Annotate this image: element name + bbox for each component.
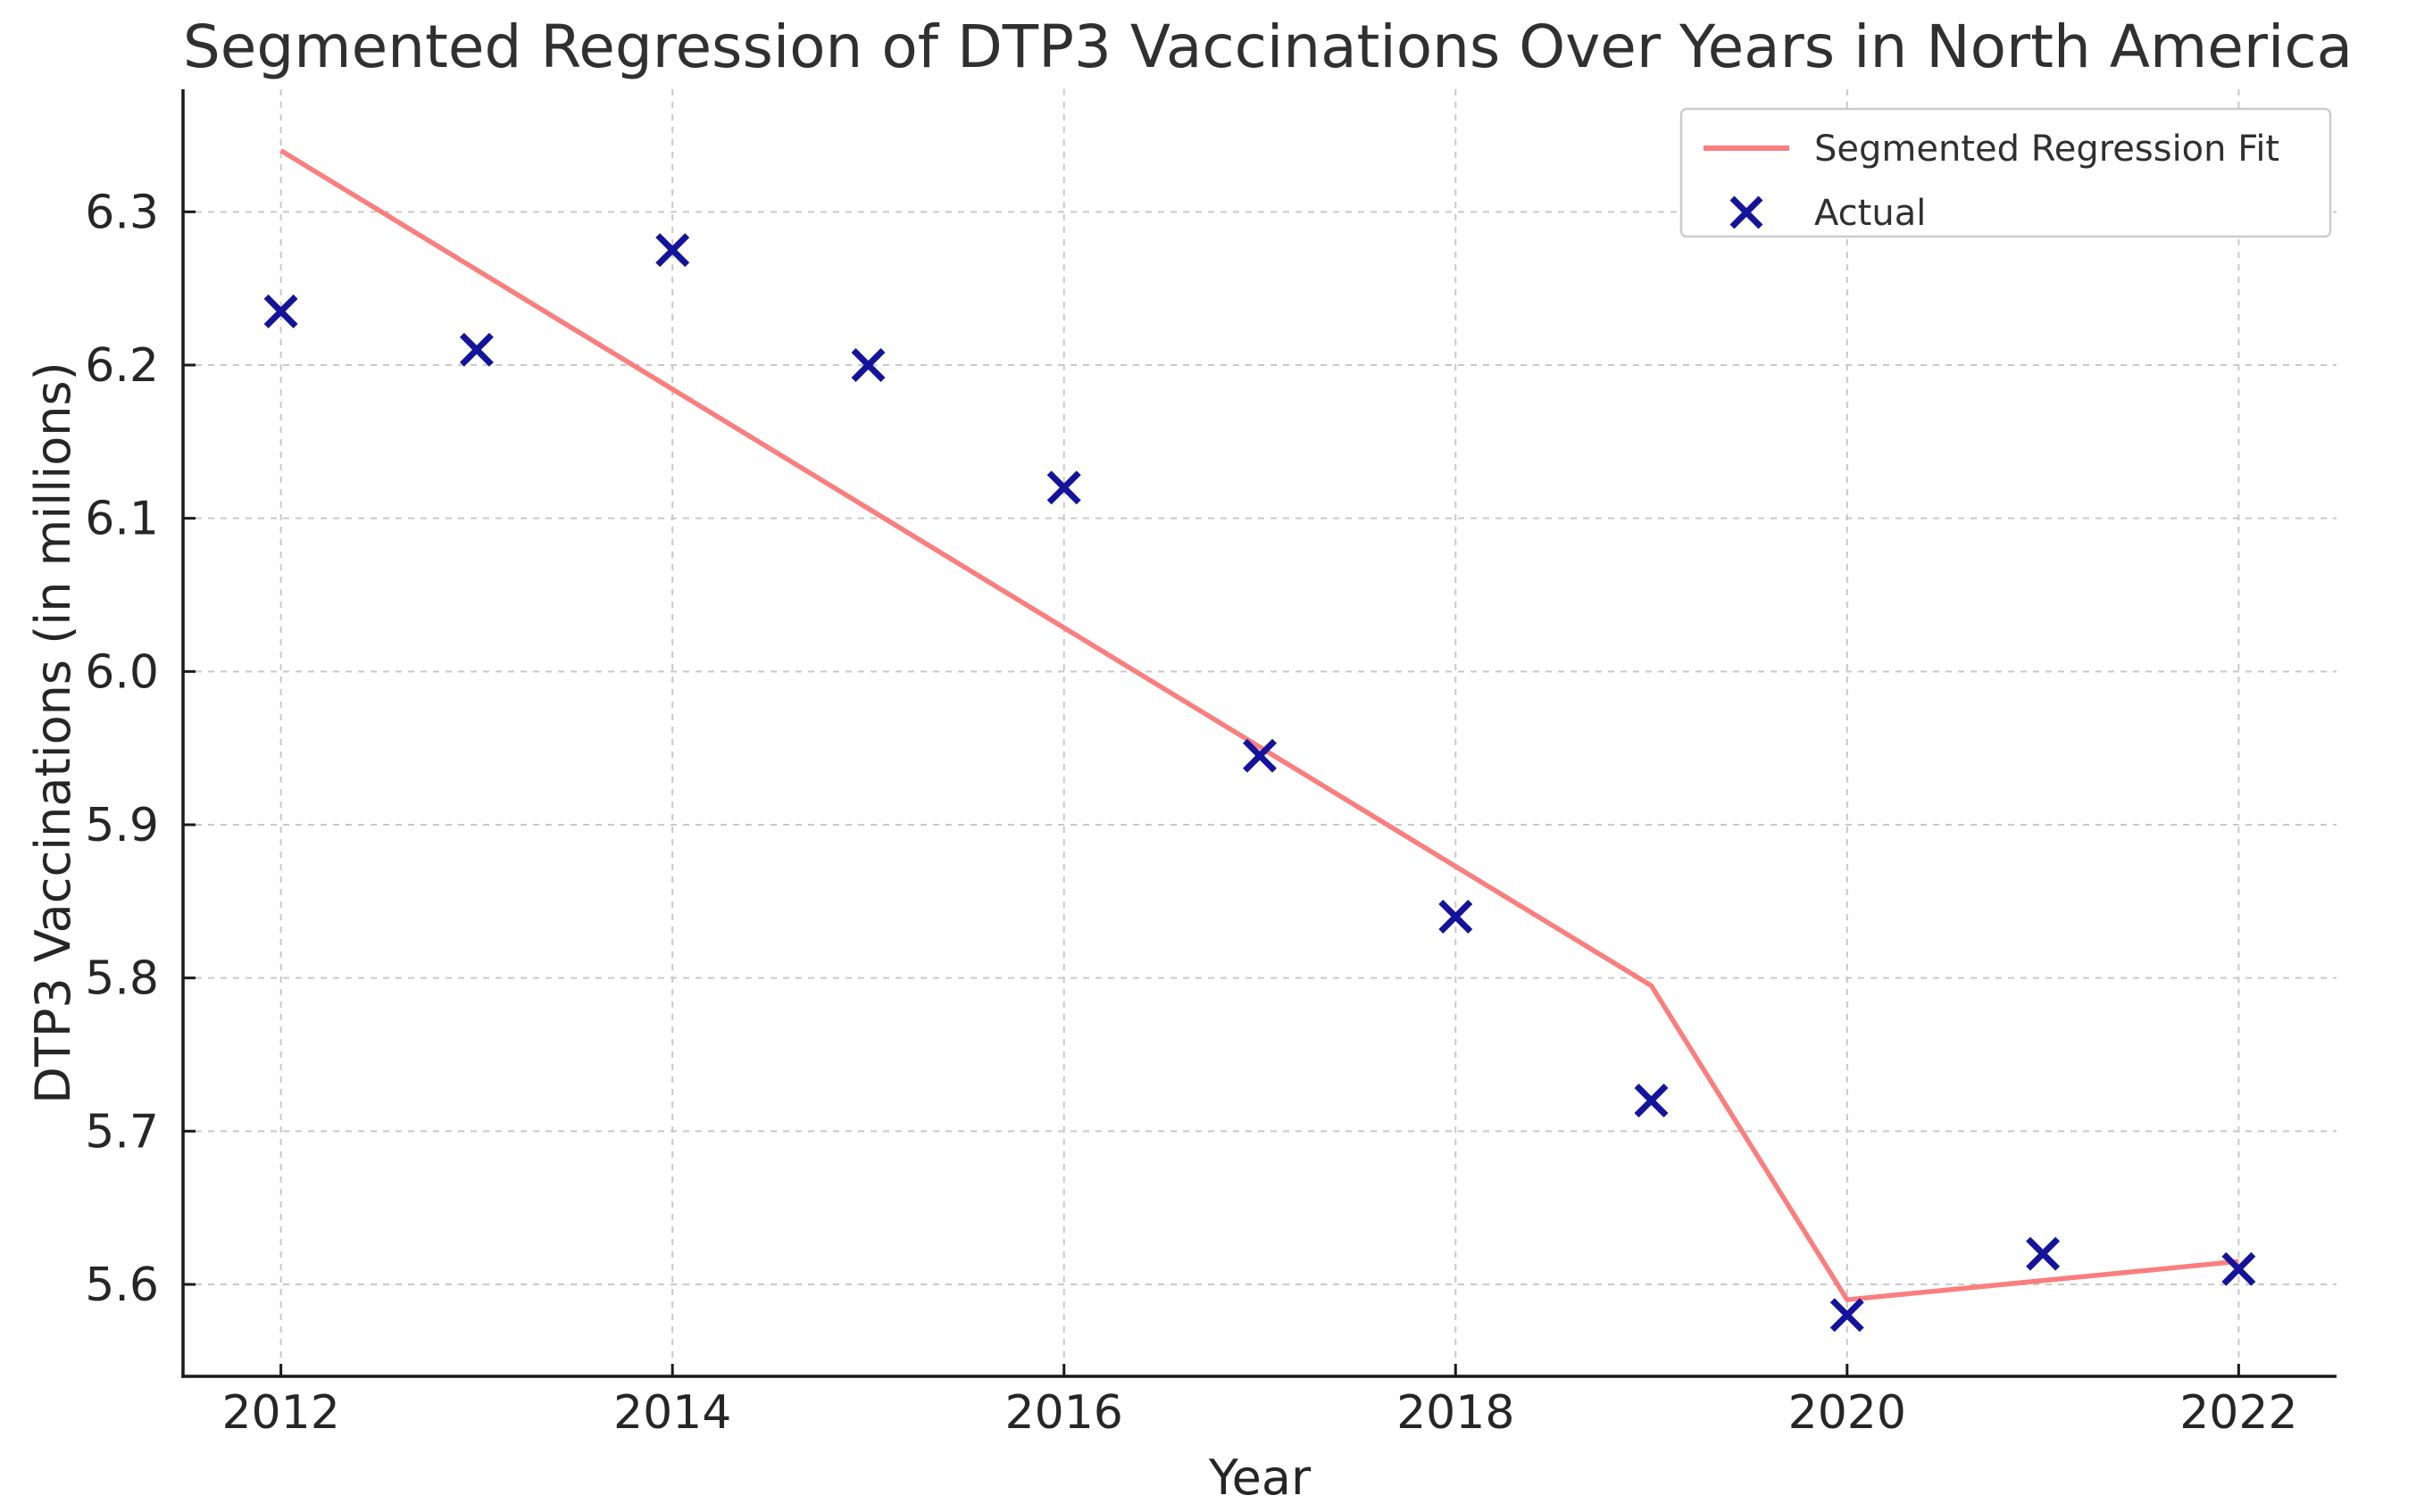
xtick-label-2014: 2014 (613, 1386, 731, 1440)
tick-marks (183, 210, 2240, 1376)
actual-point-2021 (2026, 1236, 2061, 1271)
chart-title: Segmented Regression of DTP3 Vaccination… (183, 12, 2353, 81)
ytick-label-6.1: 6.1 (85, 493, 159, 546)
actual-point-2020 (1829, 1298, 1864, 1333)
xtick-label-2022: 2022 (2179, 1386, 2297, 1440)
actual-point-2013 (459, 332, 494, 367)
xtick-label-2012: 2012 (221, 1386, 339, 1440)
xtick-label-2020: 2020 (1788, 1386, 1906, 1440)
legend: Segmented Regression Fit Actual (1679, 107, 2332, 238)
ytick-label-5.8: 5.8 (85, 952, 159, 1006)
x-axis-label: Year (1208, 1450, 1312, 1506)
ytick-label-5.9: 5.9 (85, 799, 159, 852)
y-axis-label: DTP3 Vaccinations (in millions) (25, 361, 81, 1103)
ytick-label-5.6: 5.6 (85, 1259, 159, 1312)
actual-point-2022 (2221, 1251, 2256, 1286)
actual-point-2018 (1438, 900, 1473, 934)
axes-spines (181, 89, 2337, 1378)
ytick-label-6.2: 6.2 (85, 339, 159, 393)
actual-point-2014 (655, 233, 690, 268)
actual-point-2019 (1634, 1084, 1669, 1117)
actual-points (263, 233, 2256, 1333)
legend-label-actual: Actual (1814, 193, 1926, 234)
ytick-label-5.7: 5.7 (85, 1105, 159, 1159)
segmented-regression-line (279, 148, 2239, 1302)
ytick-label-6.3: 6.3 (85, 186, 159, 239)
actual-point-2017 (1243, 738, 1277, 773)
legend-box (1679, 107, 2332, 238)
legend-x-marker-sample (1729, 195, 1763, 229)
ytick-label-6: 6.0 (85, 645, 159, 699)
xtick-label-2018: 2018 (1396, 1386, 1514, 1440)
tick-labels: 5.6 5.7 5.8 5.9 6.0 6.1 6.2 6.3 2012 2014 2016 2018… (85, 186, 2297, 1440)
legend-label-fit: Segmented Regression Fit (1814, 129, 2279, 170)
gridlines (183, 89, 2337, 1376)
actual-point-2015 (851, 348, 886, 382)
xtick-label-2016: 2016 (1005, 1386, 1123, 1440)
actual-point-2016 (1046, 470, 1081, 505)
actual-point-2012 (263, 294, 298, 328)
